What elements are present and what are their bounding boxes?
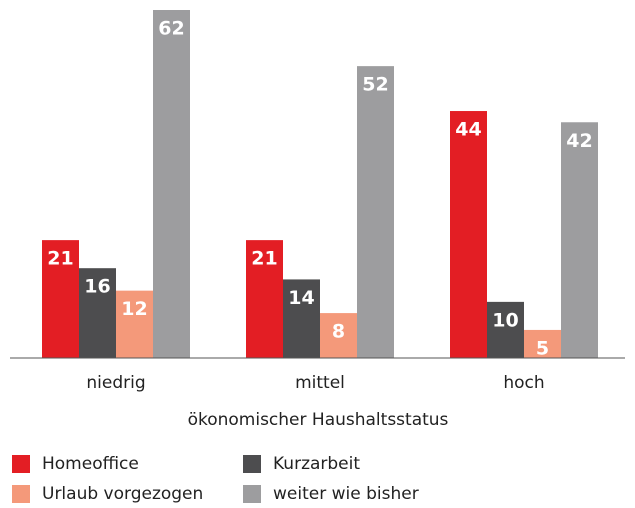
bar <box>524 329 561 358</box>
legend-label: Urlaub vorgezogen <box>42 484 203 504</box>
legend-swatch <box>12 455 30 473</box>
value-label: 8 <box>332 321 345 343</box>
bar <box>42 240 79 358</box>
bar <box>116 290 153 358</box>
x-tick-label: mittel <box>295 373 345 393</box>
value-label: 12 <box>121 298 147 320</box>
value-label: 14 <box>288 287 314 309</box>
bar <box>357 66 394 359</box>
legend-label: Homeoffice <box>42 454 139 474</box>
value-label: 42 <box>566 130 592 152</box>
legend-swatch <box>243 455 261 473</box>
x-axis-title: ökonomischer Haushaltsstatus <box>188 410 449 430</box>
bar <box>320 313 357 358</box>
bar <box>153 10 190 358</box>
value-label: 62 <box>158 18 184 40</box>
legend-swatch <box>243 485 261 503</box>
x-tick-label: hoch <box>503 373 544 393</box>
bar <box>246 240 283 358</box>
value-label: 44 <box>455 119 481 141</box>
bar <box>450 111 487 358</box>
bar <box>283 279 320 358</box>
value-label: 21 <box>47 248 73 270</box>
value-label: 5 <box>536 337 549 359</box>
bar <box>487 301 524 358</box>
value-label: 21 <box>251 248 277 270</box>
legend-label: weiter wie bisher <box>273 484 419 504</box>
value-label: 52 <box>362 74 388 96</box>
bar <box>79 268 116 358</box>
value-label: 16 <box>84 276 110 298</box>
legend-label: Kurzarbeit <box>273 454 360 474</box>
value-label: 10 <box>492 309 518 331</box>
legend-swatch <box>12 485 30 503</box>
x-tick-label: niedrig <box>86 373 145 393</box>
bar <box>561 122 598 359</box>
